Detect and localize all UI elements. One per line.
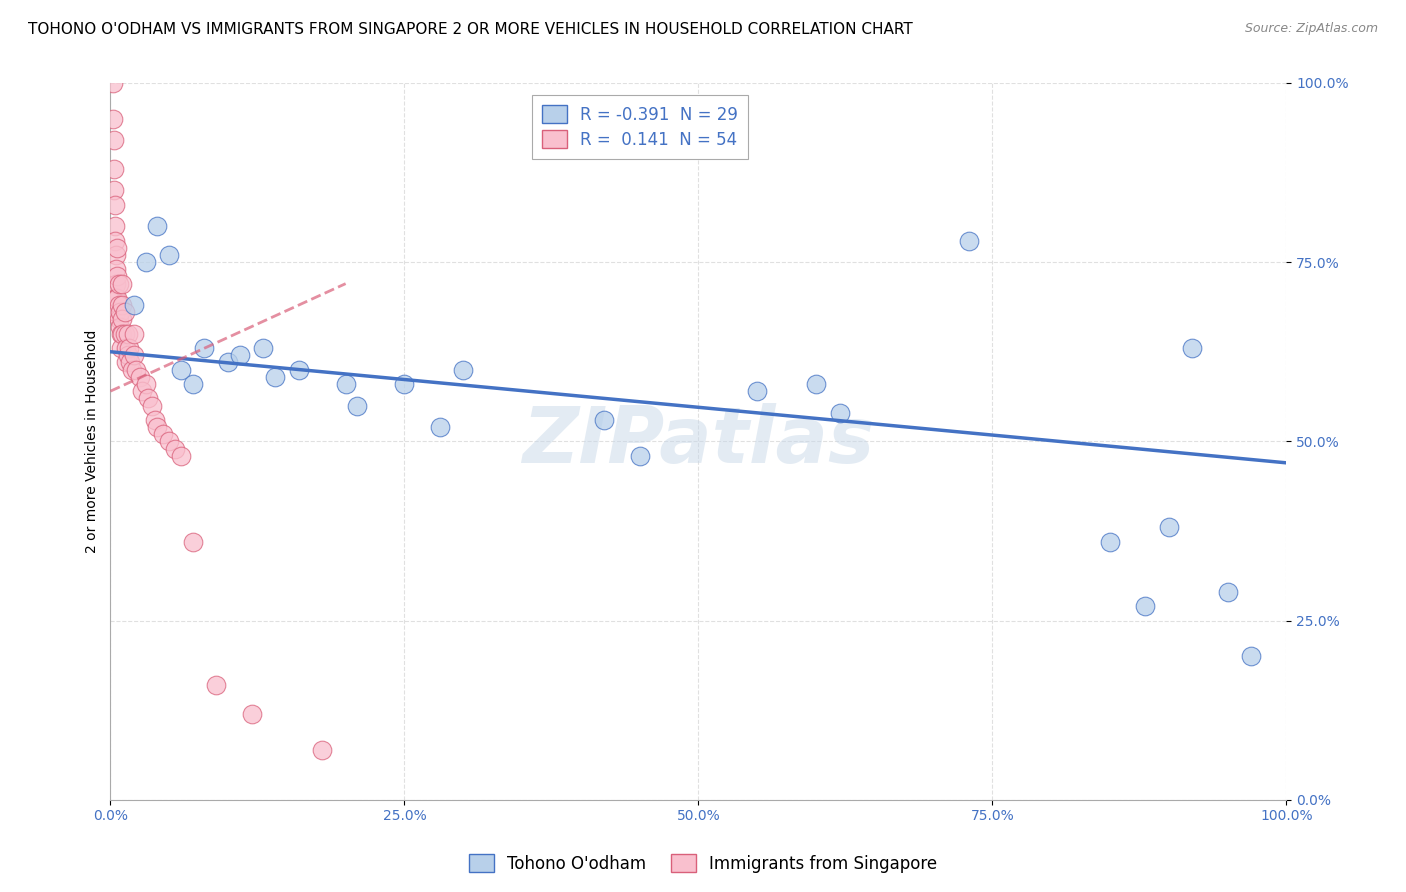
Point	[122, 326, 145, 341]
Point	[122, 348, 145, 362]
Point	[1181, 341, 1204, 355]
Point	[593, 413, 616, 427]
Point	[122, 298, 145, 312]
Point	[107, 277, 129, 291]
Point	[181, 376, 204, 391]
Point	[118, 341, 141, 355]
Point	[1216, 585, 1239, 599]
Point	[429, 420, 451, 434]
Point	[110, 341, 132, 355]
Point	[111, 277, 134, 291]
Point	[114, 341, 136, 355]
Point	[121, 362, 143, 376]
Point	[1135, 599, 1157, 614]
Point	[193, 341, 215, 355]
Point	[108, 319, 131, 334]
Legend: Tohono O'odham, Immigrants from Singapore: Tohono O'odham, Immigrants from Singapor…	[463, 847, 943, 880]
Point	[346, 399, 368, 413]
Point	[110, 326, 132, 341]
Point	[107, 241, 129, 255]
Point	[157, 248, 180, 262]
Point	[101, 76, 124, 90]
Point	[105, 277, 128, 291]
Point	[146, 219, 169, 234]
Point	[111, 326, 134, 341]
Point	[103, 184, 125, 198]
Point	[1240, 649, 1263, 664]
Point	[747, 384, 769, 399]
Point	[120, 355, 142, 369]
Point	[205, 678, 228, 692]
Point	[117, 348, 139, 362]
Point	[117, 326, 139, 341]
Point	[152, 427, 174, 442]
Point	[107, 269, 129, 284]
Point	[804, 376, 827, 391]
Point	[105, 248, 128, 262]
Point	[252, 341, 274, 355]
Point	[628, 449, 651, 463]
Point	[103, 161, 125, 176]
Point	[146, 420, 169, 434]
Point	[335, 376, 357, 391]
Point	[128, 369, 150, 384]
Point	[111, 298, 134, 312]
Y-axis label: 2 or more Vehicles in Household: 2 or more Vehicles in Household	[86, 330, 100, 553]
Point	[114, 305, 136, 319]
Point	[240, 706, 263, 721]
Point	[107, 312, 129, 326]
Point	[136, 392, 159, 406]
Point	[125, 362, 148, 376]
Point	[143, 413, 166, 427]
Point	[114, 326, 136, 341]
Point	[104, 198, 127, 212]
Point	[264, 369, 287, 384]
Point	[217, 355, 239, 369]
Point	[105, 262, 128, 277]
Point	[157, 434, 180, 449]
Point	[107, 298, 129, 312]
Point	[131, 384, 153, 399]
Point	[229, 348, 252, 362]
Point	[311, 742, 333, 756]
Point	[451, 362, 474, 376]
Point	[957, 234, 980, 248]
Point	[108, 305, 131, 319]
Point	[1099, 534, 1122, 549]
Point	[105, 305, 128, 319]
Point	[181, 534, 204, 549]
Point	[170, 362, 193, 376]
Point	[141, 399, 163, 413]
Text: ZIPatlas: ZIPatlas	[522, 403, 875, 479]
Text: TOHONO O'ODHAM VS IMMIGRANTS FROM SINGAPORE 2 OR MORE VEHICLES IN HOUSEHOLD CORR: TOHONO O'ODHAM VS IMMIGRANTS FROM SINGAP…	[28, 22, 912, 37]
Point	[104, 234, 127, 248]
Point	[104, 219, 127, 234]
Point	[101, 112, 124, 126]
Point	[103, 133, 125, 147]
Point	[170, 449, 193, 463]
Point	[114, 355, 136, 369]
Point	[287, 362, 309, 376]
Point	[394, 376, 416, 391]
Point	[111, 312, 134, 326]
Legend: R = -0.391  N = 29, R =  0.141  N = 54: R = -0.391 N = 29, R = 0.141 N = 54	[531, 95, 748, 159]
Point	[1157, 520, 1180, 534]
Point	[828, 406, 851, 420]
Text: Source: ZipAtlas.com: Source: ZipAtlas.com	[1244, 22, 1378, 36]
Point	[135, 376, 157, 391]
Point	[165, 442, 187, 456]
Point	[105, 291, 128, 305]
Point	[135, 255, 157, 269]
Point	[107, 291, 129, 305]
